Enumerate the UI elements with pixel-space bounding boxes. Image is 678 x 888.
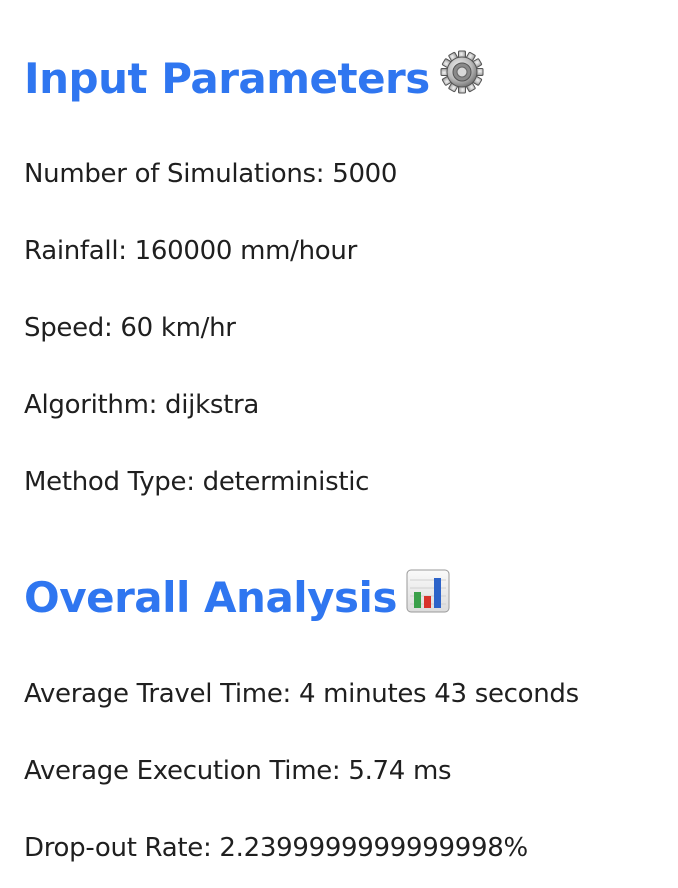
gear-icon [438,48,486,107]
input-row-simulations: Number of Simulations: 5000 [24,159,398,189]
input-row-speed: Speed: 60 km/hr [24,313,236,343]
input-parameters-title: Input Parameters [24,54,430,103]
analysis-row-execution-time: Average Execution Time: 5.74 ms [24,756,452,786]
analysis-row-dropout-rate: Drop-out Rate: 2.2399999999999998% [24,833,528,863]
input-parameters-heading: Input Parameters [24,50,486,111]
input-row-method-type: Method Type: deterministic [24,467,370,497]
analysis-row-travel-time: Average Travel Time: 4 minutes 43 second… [24,679,579,709]
overall-analysis-heading: Overall Analysis [24,569,451,629]
bar-chart-icon [405,568,451,625]
input-row-algorithm: Algorithm: dijkstra [24,390,260,420]
overall-analysis-title: Overall Analysis [24,573,397,622]
input-row-rainfall: Rainfall: 160000 mm/hour [24,236,357,266]
